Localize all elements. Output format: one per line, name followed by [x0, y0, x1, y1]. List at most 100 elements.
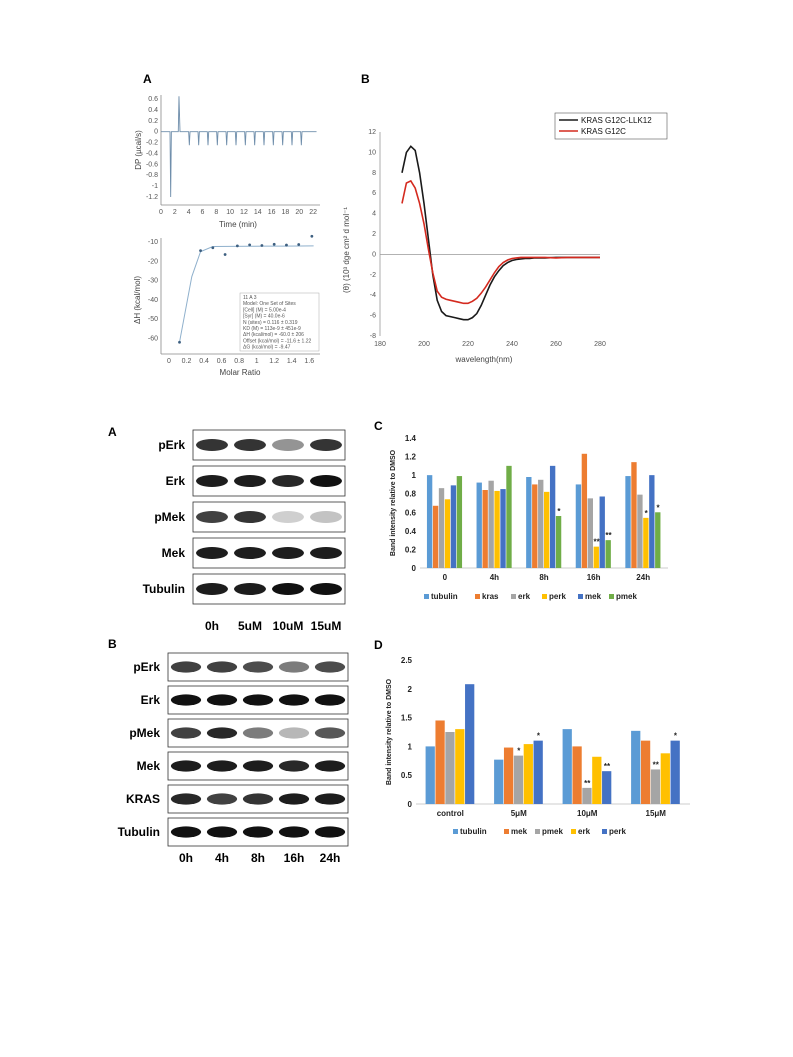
cd-ytick: 0 [372, 251, 376, 258]
bar-significance-mark: ** [584, 779, 591, 788]
bar-ylabel: Band intensity relative to DMSO [386, 678, 393, 785]
itc-raw-xtick: 4 [187, 209, 191, 216]
legend-swatch-pmek [609, 594, 614, 599]
legend-label-kras: kras [482, 592, 499, 601]
bar-ytick: 0 [408, 800, 413, 809]
legend-swatch-pmek [535, 829, 540, 834]
itc-binding-ylabel: ΔH (kcal/mol) [133, 276, 142, 324]
bar-perk [465, 684, 475, 804]
blot-column-label: 8h [251, 851, 265, 865]
itc-binding-point [223, 253, 227, 256]
blot-row-label: pMek [129, 726, 160, 740]
bar-erk [592, 756, 602, 804]
blot-row-label: Tubulin [118, 825, 160, 839]
blot-band [206, 826, 238, 838]
cd-ytick: 10 [368, 149, 376, 156]
bar-pmek [605, 540, 611, 568]
itc-raw-xtick: 16 [268, 209, 276, 216]
bar-kras [581, 453, 588, 568]
cd-ytick: -4 [370, 292, 376, 299]
itc-fit-line: Model: One Set of Sites [243, 301, 296, 307]
itc-raw-xtick: 8 [214, 209, 218, 216]
itc-raw-ylabel: DP (µcal/s) [134, 130, 143, 170]
blot-band [272, 547, 304, 559]
bar-erk [438, 488, 445, 568]
bar-pmek [506, 465, 512, 568]
blot-band [272, 439, 304, 451]
cd-ytick: 6 [372, 190, 376, 197]
blot-band [310, 547, 342, 559]
bar-chart-d: Band intensity relative to DMSO 0 0.5 1 1.5 2… [386, 656, 690, 836]
legend-swatch-tubulin [424, 594, 429, 599]
cd-ytick: -8 [370, 333, 376, 340]
bar-pmek [650, 769, 661, 804]
cd-legend-box [554, 112, 668, 140]
itc-raw-xtick: 6 [201, 209, 205, 216]
itc-binding-point [285, 243, 288, 247]
bar-mek [549, 465, 556, 568]
bar-kras [432, 505, 439, 568]
itc-fit-line: 11 A 3 [243, 295, 257, 301]
itc-raw-xtick: 10 [226, 209, 234, 216]
bar-ylabel: Band intensity relative to DMSO [390, 449, 397, 556]
cd-xtick: 200 [418, 341, 430, 348]
bar-significance-mark: * [645, 509, 649, 518]
itc-binding-point [199, 249, 202, 253]
blot-column-label: 0h [179, 851, 193, 865]
cd-ytick: 12 [368, 129, 376, 136]
itc-raw-xtick: 20 [295, 209, 303, 216]
blot-band [314, 760, 346, 772]
blot-row-label: Mek [162, 546, 186, 560]
blot-band [242, 661, 274, 673]
bar-ytick: 1.5 [401, 714, 413, 723]
blot-band [170, 793, 202, 805]
itc-fit-line: [Syr] (M) = 40.0e-6 [243, 314, 285, 320]
itc-binding-xlabel: Molar Ratio [220, 368, 261, 377]
itc-fit-line: ΔH (kcal/mol) = -60.0 ± 206 [243, 332, 304, 338]
blot-band [206, 793, 238, 805]
blot-band [234, 475, 266, 487]
cd-series-g12c [401, 179, 600, 305]
cd-legend-label: KRAS G12C [581, 127, 626, 136]
panel-letter-a-top: A [143, 72, 152, 86]
blot-band [278, 826, 310, 838]
legend-swatch-tubulin [453, 829, 458, 834]
blot-column-label: 15uM [311, 619, 342, 633]
bar-perk [643, 517, 649, 568]
blot-column-label: 4h [215, 851, 229, 865]
blot-band [170, 826, 202, 838]
cd-series-llk12 [401, 145, 600, 321]
cd-ytick: 2 [372, 231, 376, 238]
itc-binding-ytick: -40 [148, 297, 158, 304]
blot-band [234, 511, 266, 523]
blot-band [234, 547, 266, 559]
itc-raw-ytick: -0.8 [146, 172, 158, 179]
itc-raw-xtick: 14 [254, 209, 262, 216]
bar-ytick: 0 [412, 564, 417, 573]
western-blot-b: pErk Erk pMek Mek KRAS Tubulin 0h 4h 8h 16h 24h [118, 652, 349, 865]
blot-band [242, 727, 274, 739]
bar-category-label: 0 [443, 573, 448, 582]
itc-binding-point [297, 243, 301, 246]
blot-row-label: pMek [154, 510, 185, 524]
bar-tubulin [425, 746, 435, 804]
bar-erk [660, 753, 670, 804]
bar-category-label: 15μM [646, 809, 667, 818]
bar-significance-mark: * [557, 507, 561, 516]
blot-row-label: Erk [166, 474, 186, 488]
blot-band [310, 439, 342, 451]
itc-binding-xtick: 0 [167, 358, 171, 365]
blot-band [314, 694, 346, 706]
blot-column-label: 5uM [238, 619, 262, 633]
cd-xtick: 260 [550, 341, 562, 348]
bar-significance-mark: * [517, 747, 521, 756]
bar-ytick: 0.2 [405, 545, 417, 554]
bar-mek [572, 746, 582, 804]
blot-row-label: Erk [141, 693, 161, 707]
blot-column-label: 0h [205, 619, 219, 633]
bar-pmek [513, 755, 524, 804]
itc-binding-ytick: -50 [148, 316, 158, 323]
bar-ytick: 1.4 [405, 434, 417, 443]
bar-category-label: control [437, 809, 464, 818]
blot-band [170, 694, 202, 706]
